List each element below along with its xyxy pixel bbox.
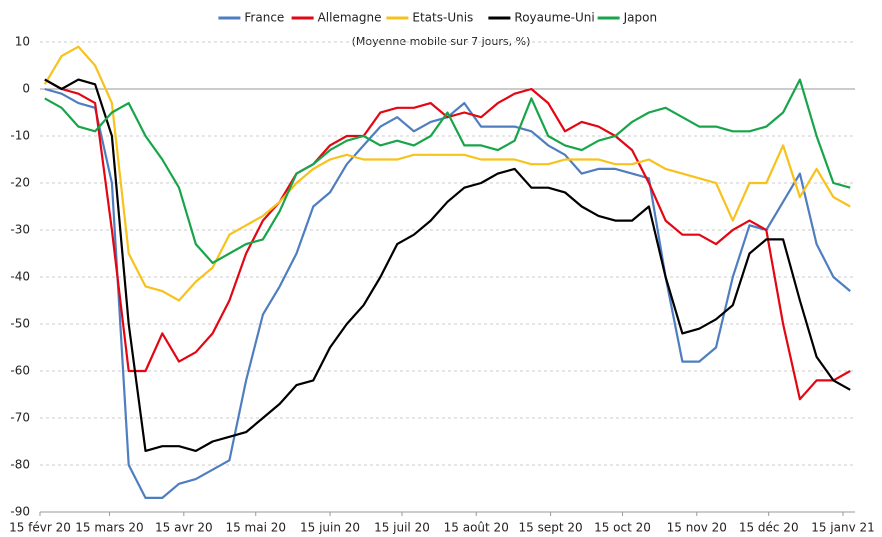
x-tick-label: 15 mai 20 (225, 521, 286, 535)
y-tick-label: -70 (10, 411, 30, 425)
x-tick-label: 15 avr 20 (155, 521, 213, 535)
x-tick-label: 15 août 20 (444, 521, 509, 535)
line-series (43, 45, 851, 302)
legend-label: Japon (623, 11, 657, 25)
y-tick-label: -80 (10, 458, 30, 472)
y-tick-label: -10 (10, 129, 30, 143)
legend-label: Royaume-Uni (514, 11, 594, 25)
x-tick-label: 15 juil 20 (374, 521, 430, 535)
x-tick-label: 15 sept 20 (519, 521, 583, 535)
line-series (44, 78, 851, 452)
x-tick-label: 15 déc 20 (739, 521, 799, 535)
y-tick-label: -60 (10, 364, 30, 378)
y-tick-label: -20 (10, 176, 30, 190)
x-tick-label: 15 janv 21 (811, 521, 875, 535)
y-tick-label: 0 (22, 82, 30, 96)
y-tick-label: -90 (10, 505, 30, 519)
legend-label: Etats-Unis (412, 11, 473, 25)
line-series (44, 78, 851, 264)
y-tick-label: 10 (15, 35, 30, 49)
x-tick-label: 15 mars 20 (75, 521, 143, 535)
y-tick-label: -30 (10, 223, 30, 237)
x-tick-label: 15 juin 20 (300, 521, 360, 535)
x-tick-label: 15 nov 20 (667, 521, 727, 535)
x-tick-label: 15 oct 20 (594, 521, 651, 535)
y-tick-label: -40 (10, 270, 30, 284)
chart-subtitle: (Moyenne mobile sur 7 jours, %) (352, 35, 531, 48)
x-tick-label: 15 févr 20 (9, 521, 71, 535)
y-tick-label: -50 (10, 317, 30, 331)
line-series (44, 78, 851, 401)
legend-label: Allemagne (318, 11, 382, 25)
legend-label: France (244, 11, 284, 25)
